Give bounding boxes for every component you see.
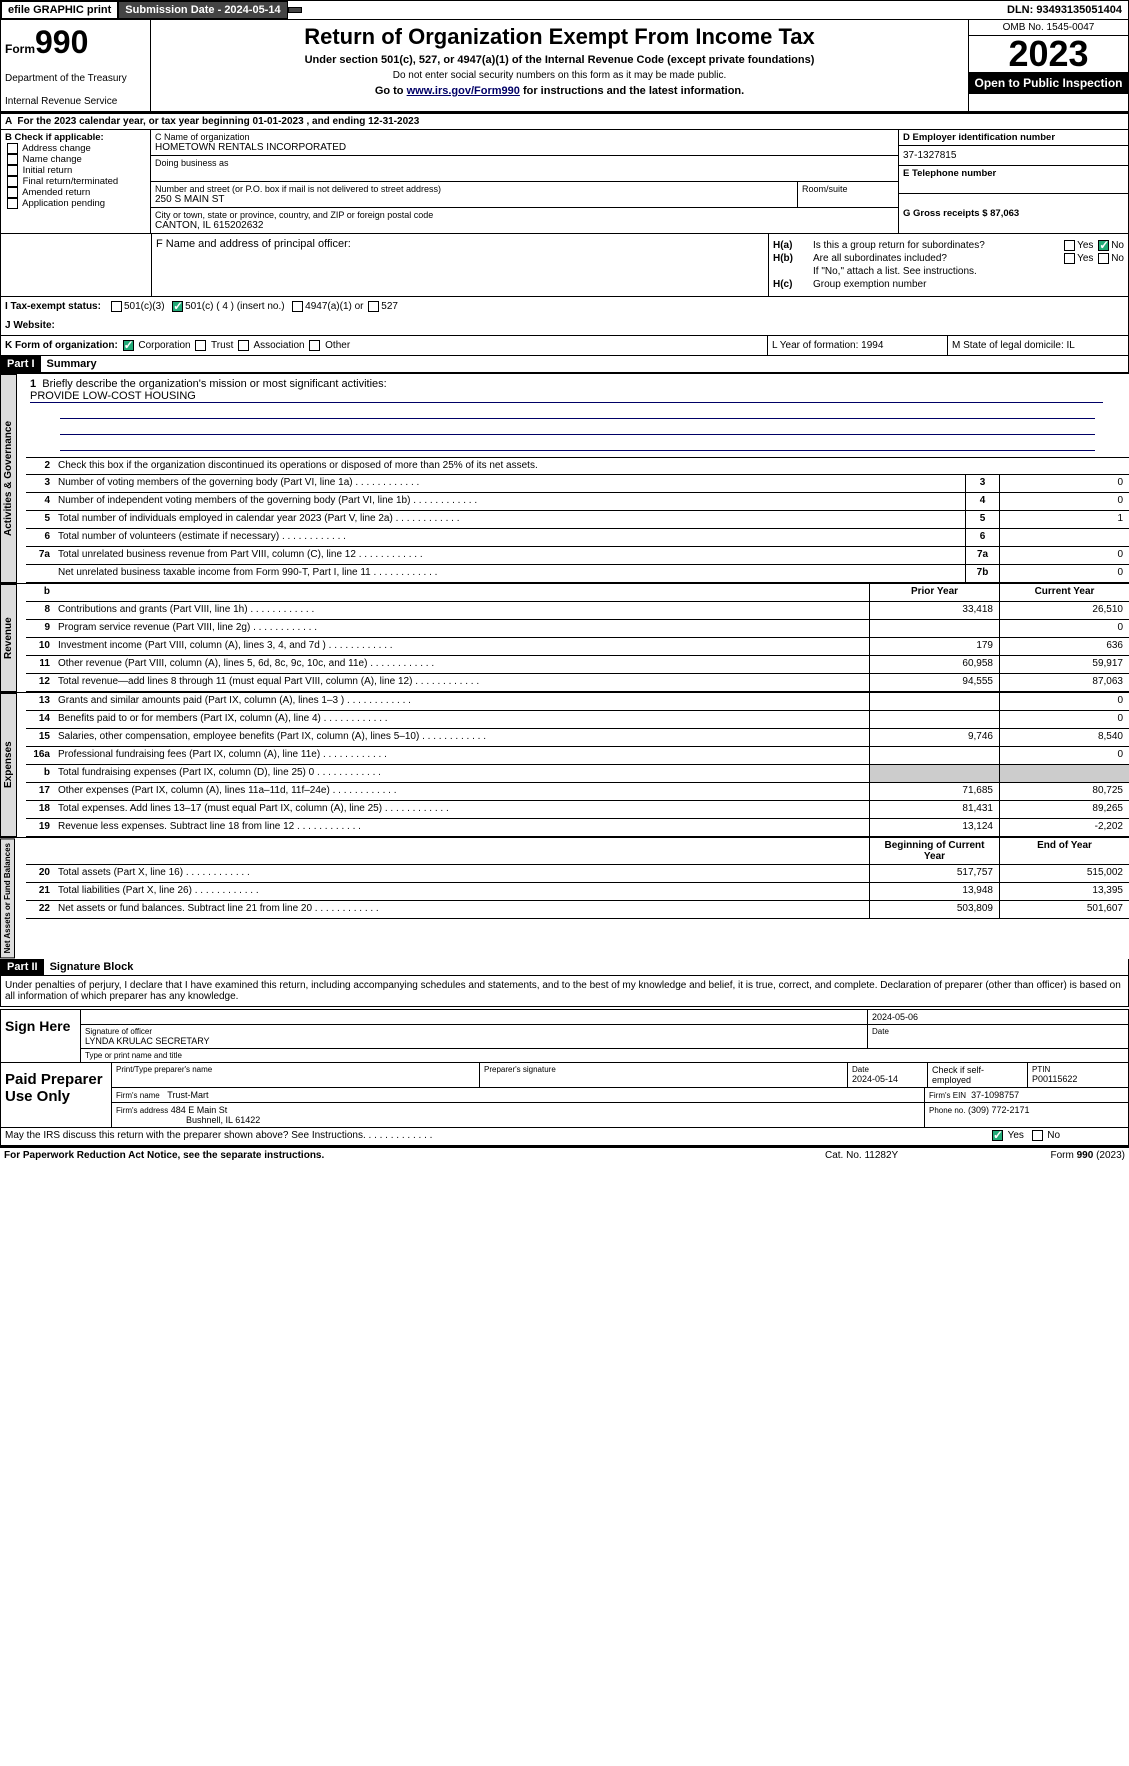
firm-phone: (309) 772-2171 — [968, 1105, 1030, 1115]
section-b-cde: B Check if applicable: Address change Na… — [0, 130, 1129, 234]
line-5: 5Total number of individuals employed in… — [26, 511, 1129, 529]
line-19: 19Revenue less expenses. Subtract line 1… — [26, 819, 1129, 837]
submission-date: Submission Date - 2024-05-14 — [118, 1, 287, 19]
paid-preparer: Paid Preparer Use Only Print/Type prepar… — [0, 1063, 1129, 1128]
line-18: 18Total expenses. Add lines 13–17 (must … — [26, 801, 1129, 819]
cb-initial[interactable]: Initial return — [5, 165, 146, 176]
row-i: I Tax-exempt status: 501(c)(3) 501(c) ( … — [0, 297, 1129, 316]
firm-ein: 37-1098757 — [971, 1090, 1019, 1100]
line-3: 3Number of voting members of the governi… — [26, 475, 1129, 493]
state-domicile: M State of legal domicile: IL — [948, 336, 1128, 355]
firm-name: Trust-Mart — [167, 1090, 208, 1100]
part1-net: Net Assets or Fund Balances Beginning of… — [0, 837, 1129, 958]
cb-pending[interactable]: Application pending — [5, 198, 146, 209]
officer: LYNDA KRULAC SECRETARY — [85, 1036, 863, 1046]
irs-link[interactable]: www.irs.gov/Form990 — [407, 85, 520, 97]
dept: Department of the Treasury — [5, 73, 146, 84]
line-7a: 7aTotal unrelated business revenue from … — [26, 547, 1129, 565]
footer: For Paperwork Reduction Act Notice, see … — [0, 1146, 1129, 1163]
form-title: Return of Organization Exempt From Incom… — [155, 24, 964, 50]
form-number: Form990 — [5, 24, 146, 61]
cb-addr-change[interactable]: Address change — [5, 143, 146, 154]
part2-header: Part II Signature Block — [0, 959, 1129, 976]
discuss-row: May the IRS discuss this return with the… — [0, 1128, 1129, 1146]
ptin: P00115622 — [1032, 1074, 1124, 1084]
line-: Net unrelated business taxable income fr… — [26, 565, 1129, 583]
part1-header: Part I Summary — [0, 356, 1129, 373]
goto: Go to www.irs.gov/Form990 for instructio… — [155, 85, 964, 97]
form-subtitle: Under section 501(c), 527, or 4947(a)(1)… — [155, 54, 964, 66]
line-11: 11Other revenue (Part VIII, column (A), … — [26, 656, 1129, 674]
mission: PROVIDE LOW-COST HOUSING — [30, 390, 1103, 403]
line-22: 22Net assets or fund balances. Subtract … — [26, 901, 1129, 919]
col-de: D Employer identification number 37-1327… — [898, 130, 1128, 233]
line-20: 20Total assets (Part X, line 16) 517,757… — [26, 865, 1129, 883]
dln: DLN: 93493135051404 — [1001, 2, 1128, 18]
part1-exp: Expenses 13Grants and similar amounts pa… — [0, 692, 1129, 837]
line-8: 8Contributions and grants (Part VIII, li… — [26, 602, 1129, 620]
inspection: Open to Public Inspection — [969, 72, 1128, 94]
line-16a: 16aProfessional fundraising fees (Part I… — [26, 747, 1129, 765]
line-21: 21Total liabilities (Part X, line 26) 13… — [26, 883, 1129, 901]
line-17: 17Other expenses (Part IX, column (A), l… — [26, 783, 1129, 801]
line-a: A For the 2023 calendar year, or tax yea… — [0, 112, 1129, 130]
cb-amended[interactable]: Amended return — [5, 187, 146, 198]
f-label: F Name and address of principal officer: — [156, 238, 764, 250]
gross-receipts: G Gross receipts $ 87,063 — [903, 208, 1124, 219]
declaration: Under penalties of perjury, I declare th… — [0, 976, 1129, 1007]
cb-name-change[interactable]: Name change — [5, 154, 146, 165]
row-k: K Form of organization: Corporation Trus… — [0, 336, 1129, 356]
year-formation: L Year of formation: 1994 — [768, 336, 948, 355]
part1-gov: Activities & Governance 1 Briefly descri… — [0, 373, 1129, 583]
line-12: 12Total revenue—add lines 8 through 11 (… — [26, 674, 1129, 692]
line-14: 14Benefits paid to or for members (Part … — [26, 711, 1129, 729]
line-15: 15Salaries, other compensation, employee… — [26, 729, 1129, 747]
cb-final[interactable]: Final return/terminated — [5, 176, 146, 187]
line-13: 13Grants and similar amounts paid (Part … — [26, 693, 1129, 711]
irs: Internal Revenue Service — [5, 96, 146, 107]
efile-btn[interactable]: efile GRAPHIC print — [1, 1, 118, 19]
spacer — [288, 7, 302, 13]
line-4: 4Number of independent voting members of… — [26, 493, 1129, 511]
org-name: HOMETOWN RENTALS INCORPORATED — [155, 142, 894, 153]
city: CANTON, IL 615202632 — [155, 220, 894, 231]
row-j: J Website: — [0, 316, 1129, 336]
top-bar: efile GRAPHIC print Submission Date - 20… — [0, 0, 1129, 20]
section-f-h: F Name and address of principal officer:… — [0, 234, 1129, 297]
tax-year: 2023 — [969, 36, 1128, 72]
line-10: 10Investment income (Part VIII, column (… — [26, 638, 1129, 656]
col-b: B Check if applicable: Address change Na… — [1, 130, 151, 233]
line-b: bTotal fundraising expenses (Part IX, co… — [26, 765, 1129, 783]
line-6: 6Total number of volunteers (estimate if… — [26, 529, 1129, 547]
line-9: 9Program service revenue (Part VIII, lin… — [26, 620, 1129, 638]
ssn-note: Do not enter social security numbers on … — [155, 70, 964, 81]
part1-rev: Revenue b Prior YearCurrent Year 8Contri… — [0, 583, 1129, 692]
sign-here: Sign Here 2024-05-06 Signature of office… — [0, 1009, 1129, 1063]
form-header: Form990 Department of the Treasury Inter… — [0, 20, 1129, 112]
address: 250 S MAIN ST — [155, 194, 793, 205]
col-c: C Name of organization HOMETOWN RENTALS … — [151, 130, 898, 233]
ein: 37-1327815 — [899, 146, 1128, 166]
